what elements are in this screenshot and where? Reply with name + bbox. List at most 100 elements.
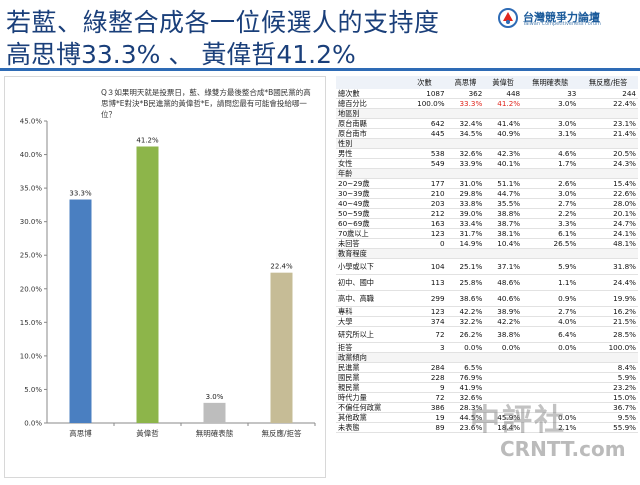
table-row: 高中、高職 299 38.6% 40.6% 0.9% 19.9% [336, 290, 638, 307]
value-cell [522, 108, 579, 119]
column-header: 次數 [402, 76, 447, 89]
row-label-cell: 原台南縣 [336, 118, 403, 129]
value-cell: 18.4% [484, 422, 523, 433]
value-cell: 3.3% [522, 218, 579, 229]
value-cell [446, 248, 485, 259]
value-cell [484, 248, 523, 259]
row-label-cell: 專科 [336, 306, 403, 317]
value-cell: 89 [402, 422, 447, 433]
value-cell: 26.2% [446, 326, 485, 343]
value-cell [484, 382, 523, 393]
value-cell [446, 168, 485, 179]
row-label-cell: 初中、國中 [336, 274, 403, 291]
value-cell: 0.0% [446, 342, 485, 353]
value-cell [484, 138, 523, 149]
row-label-cell: 40~49歲 [336, 198, 403, 209]
value-cell: 8.4% [578, 362, 638, 373]
value-cell: 177 [402, 178, 447, 189]
row-label-cell: 總百分比 [336, 98, 403, 109]
logo-subtext: Taiwan Competitiveness Forum [523, 21, 601, 27]
value-cell: 5.9% [522, 258, 579, 275]
value-cell: 42.3% [484, 148, 523, 159]
value-cell: 3.0% [522, 188, 579, 199]
value-cell [578, 138, 638, 149]
value-cell: 31.0% [446, 178, 485, 189]
value-cell: 0 [402, 238, 447, 249]
y-tick-label: 45.0% [20, 118, 43, 126]
value-cell: 2.6% [522, 178, 579, 189]
value-cell: 4.6% [522, 148, 579, 159]
value-cell: 42.2% [446, 306, 485, 317]
row-label-cell: 親民黨 [336, 382, 403, 393]
row-label-cell: 教育程度 [336, 248, 403, 259]
value-cell: 33.4% [446, 218, 485, 229]
bar-value-label: 22.4% [270, 263, 293, 271]
value-cell [522, 362, 579, 373]
column-header: 高思博 [446, 76, 485, 89]
value-cell: 39.0% [446, 208, 485, 219]
value-cell: 38.8% [484, 326, 523, 343]
value-cell: 25.8% [446, 274, 485, 291]
value-cell: 44.7% [484, 188, 523, 199]
table-row: 專科 123 42.2% 38.9% 2.7% 16.2% [336, 306, 638, 317]
value-cell: 33.8% [446, 198, 485, 209]
value-cell: 3.0% [522, 118, 579, 129]
column-header: 黃偉哲 [484, 76, 523, 89]
value-cell: 72 [402, 392, 447, 403]
value-cell: 19.9% [578, 290, 638, 307]
value-cell [484, 168, 523, 179]
value-cell: 26.5% [522, 238, 579, 249]
value-cell: 5.9% [578, 372, 638, 383]
value-cell: 0.0% [484, 342, 523, 353]
row-label-cell: 研究所以上 [336, 326, 403, 343]
value-cell: 228 [402, 372, 447, 383]
row-label-cell: 男性 [336, 148, 403, 159]
table-header-row: 次數 高思博 黃偉哲 無明確表態 無反應/拒答 [336, 76, 638, 89]
value-cell [484, 362, 523, 373]
table-row: 女性 549 33.9% 40.1% 1.7% 24.3% [336, 158, 638, 169]
value-cell: 33.9% [446, 158, 485, 169]
row-label-cell: 女性 [336, 158, 403, 169]
table-row: 小學或以下 104 25.1% 37.1% 5.9% 31.8% [336, 258, 638, 275]
table-row: 30~39歲 210 29.8% 44.7% 3.0% 22.6% [336, 188, 638, 199]
value-cell: 38.7% [484, 218, 523, 229]
value-cell: 21.4% [578, 128, 638, 139]
value-cell: 0.0% [522, 412, 579, 423]
column-header [336, 76, 403, 89]
row-label-cell: 20~29歲 [336, 178, 403, 189]
value-cell: 9.5% [578, 412, 638, 423]
value-cell: 23.6% [446, 422, 485, 433]
value-cell: 6.5% [446, 362, 485, 373]
value-cell [522, 392, 579, 403]
table-group-row: 教育程度 [336, 248, 638, 259]
table-row: 其他政黨 19 44.5% 45.9% 0.0% 9.5% [336, 412, 638, 423]
table-row: 研究所以上 72 26.2% 38.8% 6.4% 28.5% [336, 326, 638, 343]
row-label-cell: 70歲以上 [336, 228, 403, 239]
value-cell: 76.9% [446, 372, 485, 383]
value-cell: 549 [402, 158, 447, 169]
row-label-cell: 國民黨 [336, 372, 403, 383]
value-cell [402, 168, 447, 179]
bar-value-label: 3.0% [206, 393, 224, 401]
table-row: 20~29歲 177 31.0% 51.1% 2.6% 15.4% [336, 178, 638, 189]
value-cell: 40.1% [484, 158, 523, 169]
value-cell: 4.0% [522, 316, 579, 327]
value-cell: 24.7% [578, 218, 638, 229]
value-cell: 1.7% [522, 158, 579, 169]
value-cell [484, 372, 523, 383]
value-cell [522, 248, 579, 259]
value-cell: 40.6% [484, 290, 523, 307]
value-cell [484, 352, 523, 363]
value-cell [522, 402, 579, 413]
value-cell: 48.1% [578, 238, 638, 249]
value-cell: 0.0% [522, 342, 579, 353]
value-cell: 48.6% [484, 274, 523, 291]
value-cell: 25.1% [446, 258, 485, 275]
value-cell [402, 108, 447, 119]
value-cell: 163 [402, 218, 447, 229]
row-label-cell: 原台南市 [336, 128, 403, 139]
value-cell: 44.5% [446, 412, 485, 423]
table-row: 70歲以上 123 31.7% 38.1% 6.1% 24.1% [336, 228, 638, 239]
value-cell: 22.4% [578, 98, 638, 109]
page-subtitle: 高思博33.3% 、 黃偉哲41.2% [6, 40, 356, 69]
